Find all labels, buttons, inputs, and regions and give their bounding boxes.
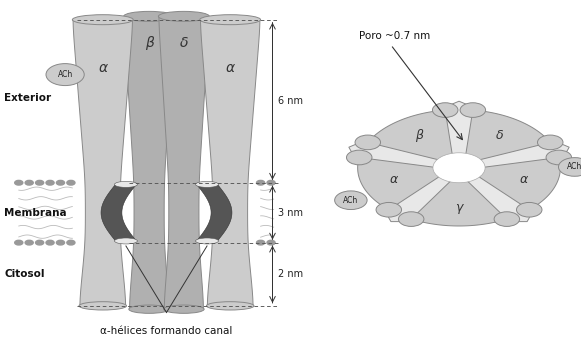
Polygon shape: [349, 101, 569, 222]
Ellipse shape: [207, 302, 254, 310]
Text: β: β: [415, 129, 423, 142]
Ellipse shape: [164, 305, 204, 313]
Ellipse shape: [73, 15, 133, 25]
Polygon shape: [368, 110, 453, 161]
Polygon shape: [201, 20, 260, 306]
Text: δ: δ: [180, 36, 188, 50]
Polygon shape: [159, 16, 209, 309]
Text: Exterior: Exterior: [4, 93, 51, 103]
Ellipse shape: [129, 305, 170, 313]
Ellipse shape: [195, 181, 219, 187]
Ellipse shape: [115, 181, 137, 187]
Circle shape: [433, 153, 485, 183]
Text: δ: δ: [495, 129, 503, 142]
Text: Poro ~0.7 nm: Poro ~0.7 nm: [359, 31, 430, 41]
Circle shape: [46, 240, 54, 245]
Polygon shape: [411, 179, 507, 226]
Text: β: β: [144, 36, 153, 50]
Circle shape: [15, 180, 23, 185]
Circle shape: [67, 180, 75, 185]
Ellipse shape: [115, 238, 137, 244]
Circle shape: [67, 240, 75, 245]
Ellipse shape: [195, 238, 219, 244]
Text: α: α: [390, 173, 398, 186]
Text: γ: γ: [455, 201, 463, 214]
Circle shape: [335, 191, 367, 210]
Ellipse shape: [159, 12, 209, 21]
Circle shape: [559, 158, 585, 176]
Polygon shape: [124, 16, 174, 309]
Ellipse shape: [200, 15, 260, 25]
Text: α: α: [98, 61, 107, 75]
Circle shape: [355, 135, 380, 150]
Circle shape: [538, 135, 563, 150]
Ellipse shape: [123, 12, 174, 21]
Polygon shape: [197, 184, 232, 241]
Polygon shape: [73, 20, 132, 306]
Circle shape: [46, 180, 54, 185]
Circle shape: [36, 180, 44, 185]
Circle shape: [56, 240, 64, 245]
Text: α: α: [520, 173, 528, 186]
Polygon shape: [466, 110, 550, 161]
Circle shape: [346, 150, 372, 165]
Text: ACh: ACh: [57, 70, 73, 79]
Circle shape: [25, 180, 33, 185]
Circle shape: [432, 103, 458, 117]
Circle shape: [267, 240, 275, 245]
Text: 6 nm: 6 nm: [278, 96, 303, 106]
Text: Citosol: Citosol: [4, 269, 45, 279]
Text: Membrana: Membrana: [4, 208, 67, 218]
Text: ACh: ACh: [343, 196, 359, 205]
Ellipse shape: [79, 302, 126, 310]
Polygon shape: [101, 184, 136, 241]
Polygon shape: [476, 158, 560, 210]
Circle shape: [36, 240, 44, 245]
Circle shape: [546, 150, 572, 165]
Circle shape: [460, 103, 486, 117]
Text: α-hélices formando canal: α-hélices formando canal: [100, 326, 233, 336]
Circle shape: [25, 240, 33, 245]
Circle shape: [46, 64, 84, 85]
Circle shape: [494, 212, 519, 226]
Text: 2 nm: 2 nm: [278, 269, 304, 279]
Circle shape: [56, 180, 64, 185]
Circle shape: [376, 202, 401, 217]
Text: ACh: ACh: [567, 162, 582, 172]
Text: α: α: [226, 61, 235, 75]
Circle shape: [517, 202, 542, 217]
Circle shape: [267, 180, 275, 185]
Circle shape: [398, 212, 424, 226]
Polygon shape: [357, 158, 442, 210]
Circle shape: [257, 180, 264, 185]
Circle shape: [15, 240, 23, 245]
Circle shape: [257, 240, 264, 245]
Text: 3 nm: 3 nm: [278, 208, 303, 218]
